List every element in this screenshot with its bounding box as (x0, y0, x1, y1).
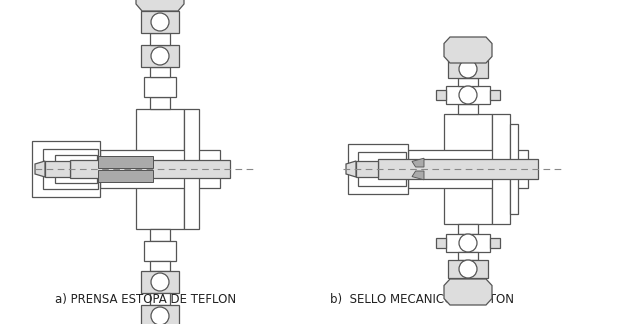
Bar (458, 78, 478, 86)
Bar (436, 238, 446, 248)
Bar (32, 141, 100, 197)
Bar (490, 238, 500, 248)
Bar (141, 45, 179, 67)
Circle shape (151, 307, 169, 324)
Circle shape (459, 260, 477, 278)
Bar (458, 252, 478, 260)
Circle shape (459, 234, 477, 252)
Bar (492, 114, 510, 224)
Polygon shape (412, 171, 424, 180)
Bar (448, 260, 488, 278)
Text: a) PRENSA ESTOPA DE TEFLON: a) PRENSA ESTOPA DE TEFLON (55, 293, 236, 306)
Polygon shape (412, 158, 424, 167)
Bar (43, 149, 98, 189)
Polygon shape (136, 0, 184, 11)
Bar (150, 97, 170, 109)
Circle shape (151, 273, 169, 291)
Bar (141, 271, 179, 293)
Bar (184, 109, 199, 229)
Bar (98, 156, 153, 168)
Bar (348, 144, 408, 194)
Polygon shape (35, 161, 45, 177)
Bar (150, 293, 170, 305)
Bar (446, 234, 490, 252)
Polygon shape (444, 37, 492, 63)
Circle shape (459, 60, 477, 78)
Bar (378, 159, 538, 179)
Circle shape (151, 13, 169, 31)
Bar (144, 77, 176, 97)
Bar (144, 241, 176, 261)
Bar (356, 161, 378, 177)
Bar (358, 152, 406, 186)
Bar (408, 150, 528, 188)
Bar (458, 104, 478, 114)
Polygon shape (346, 161, 356, 177)
Bar (458, 224, 478, 234)
Bar (136, 109, 184, 229)
Circle shape (151, 47, 169, 65)
Bar (55, 155, 97, 183)
Bar (100, 150, 220, 188)
Bar (150, 33, 170, 45)
Bar (150, 261, 170, 271)
Bar (510, 124, 518, 214)
Bar (490, 90, 500, 100)
Bar (444, 114, 492, 224)
Bar (150, 229, 170, 241)
Bar (70, 160, 230, 178)
Bar (436, 90, 446, 100)
Bar (141, 305, 179, 324)
Bar (98, 170, 153, 182)
Circle shape (459, 86, 477, 104)
Bar (448, 60, 488, 78)
Bar (141, 11, 179, 33)
Text: b)  SELLO MECANICO DE VITON: b) SELLO MECANICO DE VITON (330, 293, 514, 306)
Bar (150, 67, 170, 77)
Bar (45, 161, 70, 177)
Polygon shape (444, 279, 492, 305)
Bar (446, 86, 490, 104)
